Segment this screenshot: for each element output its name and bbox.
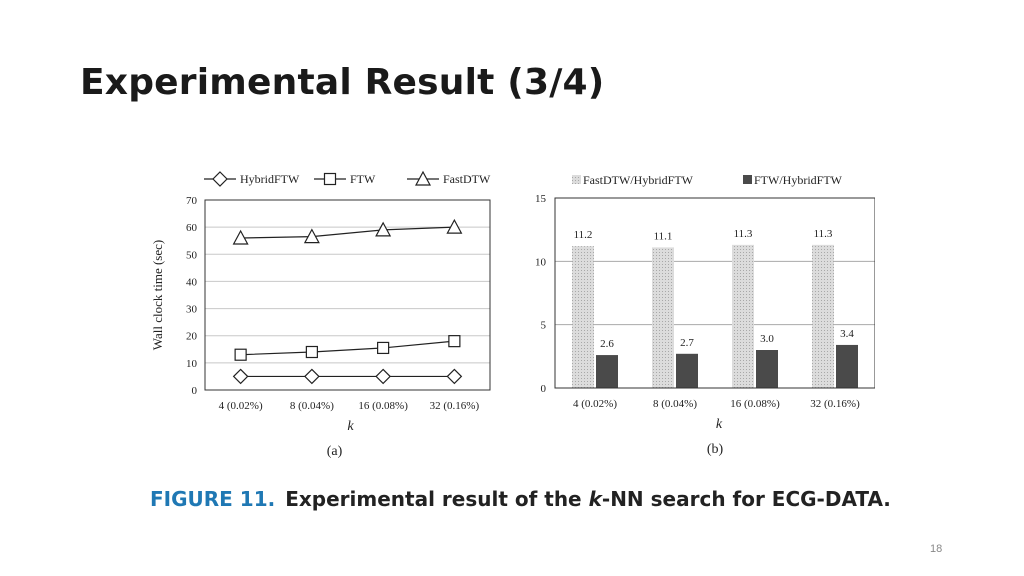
caption-text-before: Experimental result of the	[285, 487, 589, 511]
plot-frame	[554, 197, 875, 389]
bar-ftw-hybridftw	[596, 355, 618, 388]
bar-ftw-hybridftw	[756, 350, 778, 388]
data-label: 3.0	[760, 333, 774, 345]
legend-label: HybridFTW	[240, 172, 300, 186]
x-tick-label: 8 (0.04%)	[290, 400, 334, 412]
legend-swatch	[572, 175, 581, 184]
figure-label: FIGURE 11.	[150, 487, 276, 511]
x-axis-label: k	[716, 417, 723, 432]
bar-fastdtw-hybridftw	[572, 246, 594, 388]
bar-ftw-hybridftw	[676, 353, 698, 388]
chart-b-bar: 0 5 10 15 11.2 2.6 4 (0.02%) 11.1 2.7 8 (0.04%) 11…	[535, 173, 875, 457]
legend-marker	[323, 172, 337, 186]
y-tick-label: 0	[192, 385, 198, 397]
y-axis-label: Wall clock time (sec)	[150, 240, 165, 351]
data-label: 11.1	[654, 230, 673, 242]
data-label: 11.2	[574, 229, 593, 241]
bar-fastdtw-hybridftw	[812, 244, 834, 388]
legend-item: HybridFTW	[204, 171, 300, 187]
legend-marker	[414, 170, 432, 186]
x-tick-label: 4 (0.02%)	[573, 398, 617, 410]
legend-item: FTW/HybridFTW	[743, 173, 843, 187]
figure-caption: FIGURE 11. Experimental result of the k-N…	[150, 487, 891, 511]
legend-item: FTW	[314, 172, 376, 186]
legend-label: FTW/HybridFTW	[754, 173, 843, 187]
data-point	[446, 368, 463, 385]
bar-fastdtw-hybridftw	[652, 247, 674, 388]
series-line	[240, 340, 455, 356]
y-tick-label: 60	[186, 222, 198, 234]
data-label: 3.4	[840, 328, 854, 340]
data-point	[305, 345, 318, 359]
caption-k: k	[588, 487, 602, 511]
y-tick-label: 70	[186, 195, 198, 207]
data-point	[304, 368, 320, 385]
x-tick-label: 4 (0.02%)	[219, 400, 263, 412]
x-tick-label: 32 (0.16%)	[430, 400, 480, 412]
legend-label: FTW	[350, 172, 376, 186]
chart-a-line: 0 10 20 30 40 50 60 70 4 (0.02%) 8 (0.04%) 16 (0.0…	[150, 170, 491, 459]
legend-item: FastDTW/HybridFTW	[572, 173, 694, 187]
data-label: 11.3	[734, 228, 753, 240]
data-label: 2.6	[600, 338, 614, 350]
data-point	[303, 228, 320, 244]
page-number: 18	[930, 543, 943, 555]
caption-text-after: -NN search for ECG-DATA.	[601, 487, 891, 511]
legend-label: FastDTW/HybridFTW	[583, 173, 694, 187]
data-point	[448, 335, 461, 348]
data-point	[232, 368, 249, 385]
panel-label: (a)	[327, 444, 343, 459]
legend-marker	[212, 171, 228, 187]
data-point	[375, 368, 391, 385]
data-point	[234, 348, 247, 361]
panel-label: (b)	[707, 442, 724, 457]
y-tick-label: 10	[535, 256, 547, 268]
x-tick-label: 16 (0.08%)	[358, 400, 408, 412]
series-fastdtw	[232, 218, 463, 245]
legend-item: FastDTW	[407, 170, 491, 186]
series-ftw	[234, 335, 461, 361]
y-tick-label: 15	[535, 193, 547, 205]
y-tick-label: 20	[186, 331, 198, 343]
y-tick-label: 50	[186, 249, 198, 261]
y-tick-label: 10	[186, 358, 198, 370]
data-point	[377, 341, 390, 355]
data-point	[446, 218, 463, 234]
legend-label: FastDTW	[443, 172, 491, 186]
plot-frame	[204, 199, 491, 391]
slide-title: Experimental Result (3/4)	[80, 62, 605, 103]
x-tick-label: 32 (0.16%)	[810, 398, 860, 410]
y-tick-label: 5	[541, 320, 547, 332]
series-hybridftw	[232, 368, 463, 385]
x-tick-label: 16 (0.08%)	[730, 398, 780, 410]
series-line	[240, 226, 455, 239]
y-tick-label: 30	[186, 304, 198, 316]
x-tick-label: 8 (0.04%)	[653, 398, 697, 410]
data-point	[375, 221, 392, 237]
x-axis-label: k	[347, 419, 354, 434]
legend-swatch	[743, 175, 752, 184]
data-label: 2.7	[680, 337, 694, 349]
y-tick-label: 0	[541, 383, 547, 395]
bar-fastdtw-hybridftw	[732, 244, 754, 388]
bar-ftw-hybridftw	[836, 344, 858, 388]
y-tick-label: 40	[186, 276, 198, 288]
data-point	[232, 229, 249, 245]
data-label: 11.3	[814, 228, 833, 240]
